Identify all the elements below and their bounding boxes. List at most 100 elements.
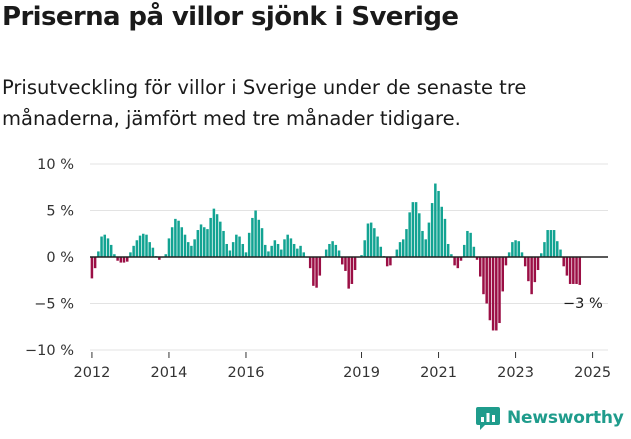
bar	[312, 257, 315, 286]
bar	[142, 233, 145, 257]
bar	[341, 257, 344, 265]
bar	[135, 240, 139, 257]
bar	[418, 213, 421, 257]
bar	[170, 227, 174, 257]
bar	[238, 236, 241, 257]
bar	[247, 232, 251, 257]
bar	[235, 234, 238, 257]
bar	[475, 257, 479, 260]
bar	[421, 230, 424, 257]
bar	[430, 203, 434, 257]
x-tick-label: 2012	[73, 365, 110, 381]
bar-chart: 10 % 5 % 0 % −5 % −10 % −3 % 2012 2014 2016 2019 2…	[25, 157, 611, 381]
bar	[363, 240, 366, 257]
bar	[103, 234, 107, 257]
bar	[456, 257, 460, 269]
bar	[498, 257, 501, 324]
bar	[151, 247, 155, 257]
bar	[424, 239, 427, 257]
bar	[568, 257, 572, 284]
bar	[219, 221, 222, 257]
bar	[334, 244, 338, 257]
bar	[466, 230, 469, 257]
bar	[552, 230, 556, 257]
chart-subtitle: Prisutveckling för villor i Sverige unde…	[2, 76, 527, 130]
bar	[315, 257, 318, 288]
bar	[411, 202, 415, 257]
bar	[206, 229, 209, 257]
bar	[398, 242, 402, 257]
bar	[405, 229, 408, 257]
bar	[222, 230, 225, 257]
bar	[543, 242, 546, 257]
bar	[100, 236, 103, 257]
bar	[196, 230, 200, 257]
bar	[491, 257, 495, 331]
bar	[254, 210, 257, 257]
bar	[241, 243, 245, 257]
bar	[360, 255, 363, 257]
bar	[273, 240, 277, 257]
bar	[257, 219, 261, 257]
x-tick-label: 2021	[420, 365, 457, 381]
newsworthy-logo-icon	[476, 407, 500, 430]
bar	[228, 250, 232, 257]
bar	[199, 224, 203, 257]
bar	[520, 252, 524, 257]
bar	[119, 257, 123, 263]
bar	[93, 257, 97, 269]
bar	[283, 239, 286, 257]
y-tick-label: −10 %	[25, 343, 74, 359]
bar	[530, 257, 533, 295]
bar	[517, 241, 521, 257]
bar	[225, 243, 228, 257]
bar	[379, 246, 383, 257]
bar	[414, 202, 418, 257]
bar	[514, 240, 517, 257]
bar	[469, 232, 472, 257]
bar	[472, 246, 476, 257]
bar	[453, 257, 456, 266]
bar	[495, 257, 498, 331]
bar	[446, 243, 450, 257]
bar	[511, 242, 514, 257]
bar	[450, 254, 453, 257]
bar	[523, 257, 527, 267]
bar	[251, 217, 254, 257]
x-tick-label: 2023	[497, 365, 534, 381]
x-tick-label: 2025	[574, 365, 611, 381]
bar	[507, 252, 511, 257]
bar	[203, 227, 206, 257]
bar	[129, 252, 132, 257]
bar	[138, 235, 142, 257]
bar	[97, 251, 100, 257]
bar	[540, 253, 543, 257]
bar	[549, 230, 553, 257]
bar	[280, 249, 283, 257]
bar	[459, 257, 463, 261]
bar	[575, 257, 578, 284]
x-tick-label: 2019	[343, 365, 380, 381]
bar	[231, 242, 235, 257]
bar	[389, 257, 392, 266]
bar	[180, 227, 184, 257]
y-tick-label: 5 %	[46, 204, 74, 220]
bar	[504, 257, 508, 266]
bar	[373, 228, 376, 257]
bar	[318, 257, 322, 276]
bar	[353, 257, 357, 271]
bar	[546, 230, 549, 257]
bar	[289, 238, 293, 257]
bar	[209, 217, 212, 257]
bar	[267, 251, 270, 257]
bar	[385, 257, 389, 267]
bar	[565, 257, 569, 276]
bar	[174, 218, 177, 257]
bar	[260, 228, 264, 257]
bar	[350, 257, 354, 284]
y-tick-label: −5 %	[34, 297, 74, 313]
x-tick-label: 2016	[228, 365, 265, 381]
bar	[158, 257, 161, 260]
bar	[122, 257, 126, 263]
bar	[193, 239, 196, 257]
